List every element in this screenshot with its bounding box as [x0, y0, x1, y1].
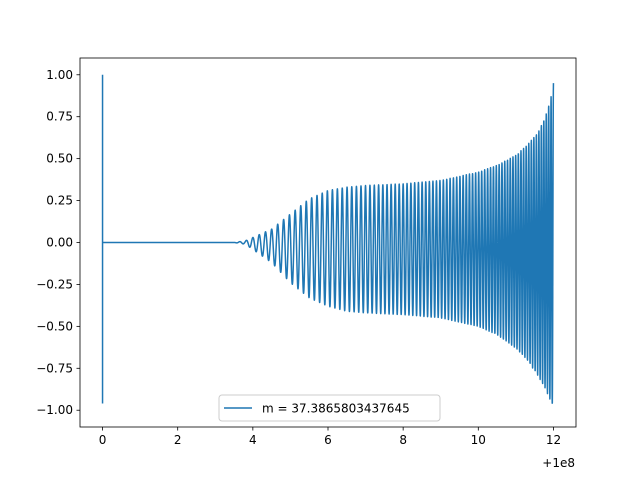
legend: m = 37.3865803437645: [218, 394, 441, 422]
x-tick-label: 4: [249, 433, 257, 447]
y-tick-label: 0.25: [46, 194, 73, 208]
x-tick-label: 8: [399, 433, 407, 447]
y-tick-label: 1.00: [46, 68, 73, 82]
y-tick-label: 0.50: [46, 152, 73, 166]
x-tick-label: 2: [174, 433, 182, 447]
x-tick-label: 0: [99, 433, 107, 447]
plot-lines: [101, 74, 555, 404]
series-line: [101, 83, 555, 404]
x-axis: 0 2 4 6 8 10 12: [99, 427, 561, 447]
y-axis: 1.00 0.75 0.50 0.25 0.00 −0.25 −0.50 −0.75 −1.00: [36, 68, 80, 417]
x-tick-label: 12: [546, 433, 561, 447]
x-tick-label: 10: [471, 433, 486, 447]
y-tick-label: 0.75: [46, 110, 73, 124]
legend-label: m = 37.3865803437645: [262, 402, 410, 416]
x-tick-label: 6: [324, 433, 332, 447]
y-tick-label: −1.00: [36, 403, 73, 417]
x-offset-label: +1e8: [542, 456, 575, 470]
y-tick-label: −0.75: [36, 361, 73, 375]
y-tick-label: −0.25: [36, 277, 73, 291]
y-tick-label: −0.50: [36, 319, 73, 333]
legend-box: [218, 394, 441, 422]
y-tick-label: 0.00: [46, 236, 73, 250]
